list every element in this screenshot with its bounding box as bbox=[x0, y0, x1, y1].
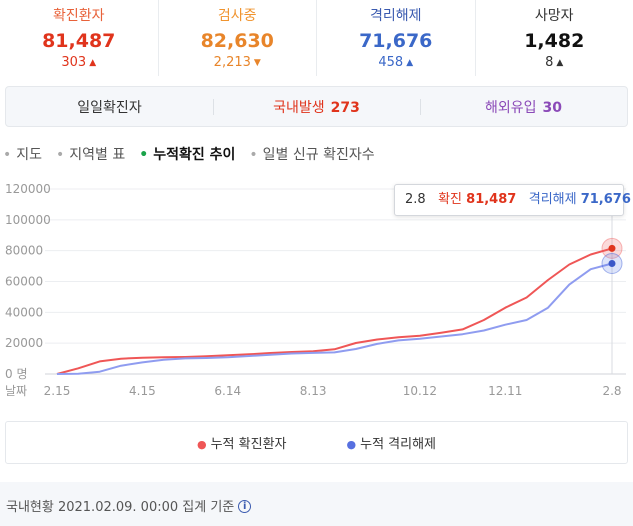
x-tick-label: 4.15 bbox=[129, 384, 156, 398]
x-tick-label: 12.11 bbox=[488, 384, 522, 398]
legend-dot-icon: ● bbox=[196, 438, 207, 451]
view-tabs: • 지도 • 지역별 표 • 누적확진 추이 • 일별 신규 확진자수 bbox=[3, 144, 389, 164]
stat-change-value: 8 bbox=[545, 55, 554, 70]
chart-tooltip: 2.8 확진 81,487 격리해제 71,676 bbox=[394, 184, 631, 216]
stat-released: 격리해제 71,676 458 ▲ bbox=[317, 0, 476, 76]
stat-change-value: 458 bbox=[378, 55, 404, 70]
tab-label: 일별 신규 확진자수 bbox=[262, 147, 375, 163]
legend-label: 누적 확진환자 bbox=[210, 437, 287, 452]
daily-cases-bar: 일일확진자 국내발생 273 해외유입 30 bbox=[5, 86, 628, 127]
tab-cumulative-trend[interactable]: • 누적확진 추이 bbox=[139, 144, 235, 164]
tab-label: 누적확진 추이 bbox=[153, 147, 236, 163]
tab-label: 지도 bbox=[16, 147, 43, 163]
bullet-icon: • bbox=[139, 147, 149, 163]
series-confirmed-line bbox=[56, 247, 613, 375]
tooltip-confirmed-value: 81,487 bbox=[466, 192, 517, 207]
info-icon[interactable]: i bbox=[238, 500, 252, 513]
bullet-icon: • bbox=[249, 147, 258, 163]
legend-dot-icon: ● bbox=[346, 438, 357, 451]
released-marker bbox=[608, 259, 616, 267]
stat-label: 격리해제 bbox=[369, 8, 422, 24]
stat-value: 82,630 bbox=[200, 30, 274, 52]
x-tick-label: 2.15 bbox=[44, 384, 71, 398]
stat-label: 확진환자 bbox=[52, 8, 105, 24]
y-tick-label: 80000 bbox=[5, 244, 43, 258]
tab-daily-new[interactable]: • 일별 신규 확진자수 bbox=[249, 144, 374, 164]
stat-change-value: 303 bbox=[61, 55, 87, 70]
stats-summary: 확진환자 81,487 303 ▲ 검사중 82,630 2,213 ▼ 격리해제 … bbox=[0, 0, 633, 76]
bullet-icon: • bbox=[3, 147, 12, 163]
tab-map[interactable]: • 지도 bbox=[3, 144, 42, 164]
legend-item-released[interactable]: ● 누적 격리해제 bbox=[347, 433, 437, 452]
tooltip-date: 2.8 bbox=[405, 192, 426, 207]
y-tick-label: 120000 bbox=[5, 182, 51, 196]
y-tick-label: 60000 bbox=[5, 275, 43, 289]
x-axis-label: 날짜 bbox=[5, 384, 27, 398]
legend-label: 누적 격리해제 bbox=[360, 437, 437, 452]
stat-confirmed: 확진환자 81,487 303 ▲ bbox=[0, 0, 159, 76]
confirmed-marker bbox=[608, 244, 616, 252]
series-released-line bbox=[56, 262, 613, 375]
arrow-up-icon: ▲ bbox=[406, 58, 414, 68]
y-tick-label: 40000 bbox=[5, 305, 43, 319]
stat-change: 8 ▲ bbox=[476, 54, 633, 73]
arrow-up-icon: ▲ bbox=[556, 58, 564, 68]
daily-cases-label: 일일확진자 bbox=[77, 99, 142, 116]
overseas-value: 30 bbox=[542, 99, 562, 116]
y-tick-label: 0 명 bbox=[5, 367, 28, 381]
tooltip-confirmed-label: 확진 bbox=[438, 192, 463, 207]
stat-change-value: 2,213 bbox=[213, 55, 251, 70]
stat-value: 71,676 bbox=[359, 30, 433, 52]
stat-label: 검사중 bbox=[217, 8, 257, 24]
legend-item-confirmed[interactable]: ● 누적 확진환자 bbox=[197, 433, 287, 452]
chart-legend: ● 누적 확진환자 ● 누적 격리해제 bbox=[5, 421, 628, 464]
stat-change: 303 ▲ bbox=[0, 54, 158, 73]
y-tick-label: 20000 bbox=[5, 336, 43, 350]
cumulative-trend-chart: 120000 100000 80000 60000 40000 20000 0 명날짜 2.1… bbox=[5, 182, 626, 398]
arrow-down-icon: ▼ bbox=[253, 58, 261, 68]
overseas-cases: 해외유입 30 bbox=[420, 97, 627, 117]
stat-value: 1,482 bbox=[524, 30, 585, 52]
stat-value: 81,487 bbox=[42, 30, 116, 52]
domestic-value: 273 bbox=[330, 99, 360, 116]
x-tick-label: 10.12 bbox=[403, 384, 437, 398]
tooltip-released-label: 격리해제 bbox=[528, 192, 577, 207]
x-tick-label: 2.8 bbox=[602, 384, 621, 398]
footer-text: 국내현황 2021.02.09. 00:00 집계 기준 bbox=[6, 500, 235, 515]
stat-label: 사망자 bbox=[534, 8, 574, 24]
arrow-up-icon: ▲ bbox=[89, 58, 97, 68]
domestic-cases: 국내발생 273 bbox=[213, 97, 420, 117]
tab-label: 지역별 표 bbox=[69, 147, 126, 163]
overseas-label: 해외유입 bbox=[484, 99, 537, 116]
bullet-icon: • bbox=[56, 147, 65, 163]
y-tick-label: 100000 bbox=[5, 213, 51, 227]
stat-testing: 검사중 82,630 2,213 ▼ bbox=[159, 0, 317, 76]
tooltip-released-value: 71,676 bbox=[580, 192, 631, 207]
stat-change: 458 ▲ bbox=[317, 54, 475, 73]
data-source-footer: 국내현황 2021.02.09. 00:00 집계 기준 i bbox=[0, 482, 633, 526]
x-tick-label: 8.13 bbox=[300, 384, 327, 398]
stat-change: 2,213 ▼ bbox=[159, 54, 317, 73]
tab-region-table[interactable]: • 지역별 표 bbox=[56, 144, 125, 164]
x-tick-label: 6.14 bbox=[214, 384, 241, 398]
domestic-label: 국내발생 bbox=[273, 99, 325, 116]
stat-deaths: 사망자 1,482 8 ▲ bbox=[476, 0, 633, 76]
